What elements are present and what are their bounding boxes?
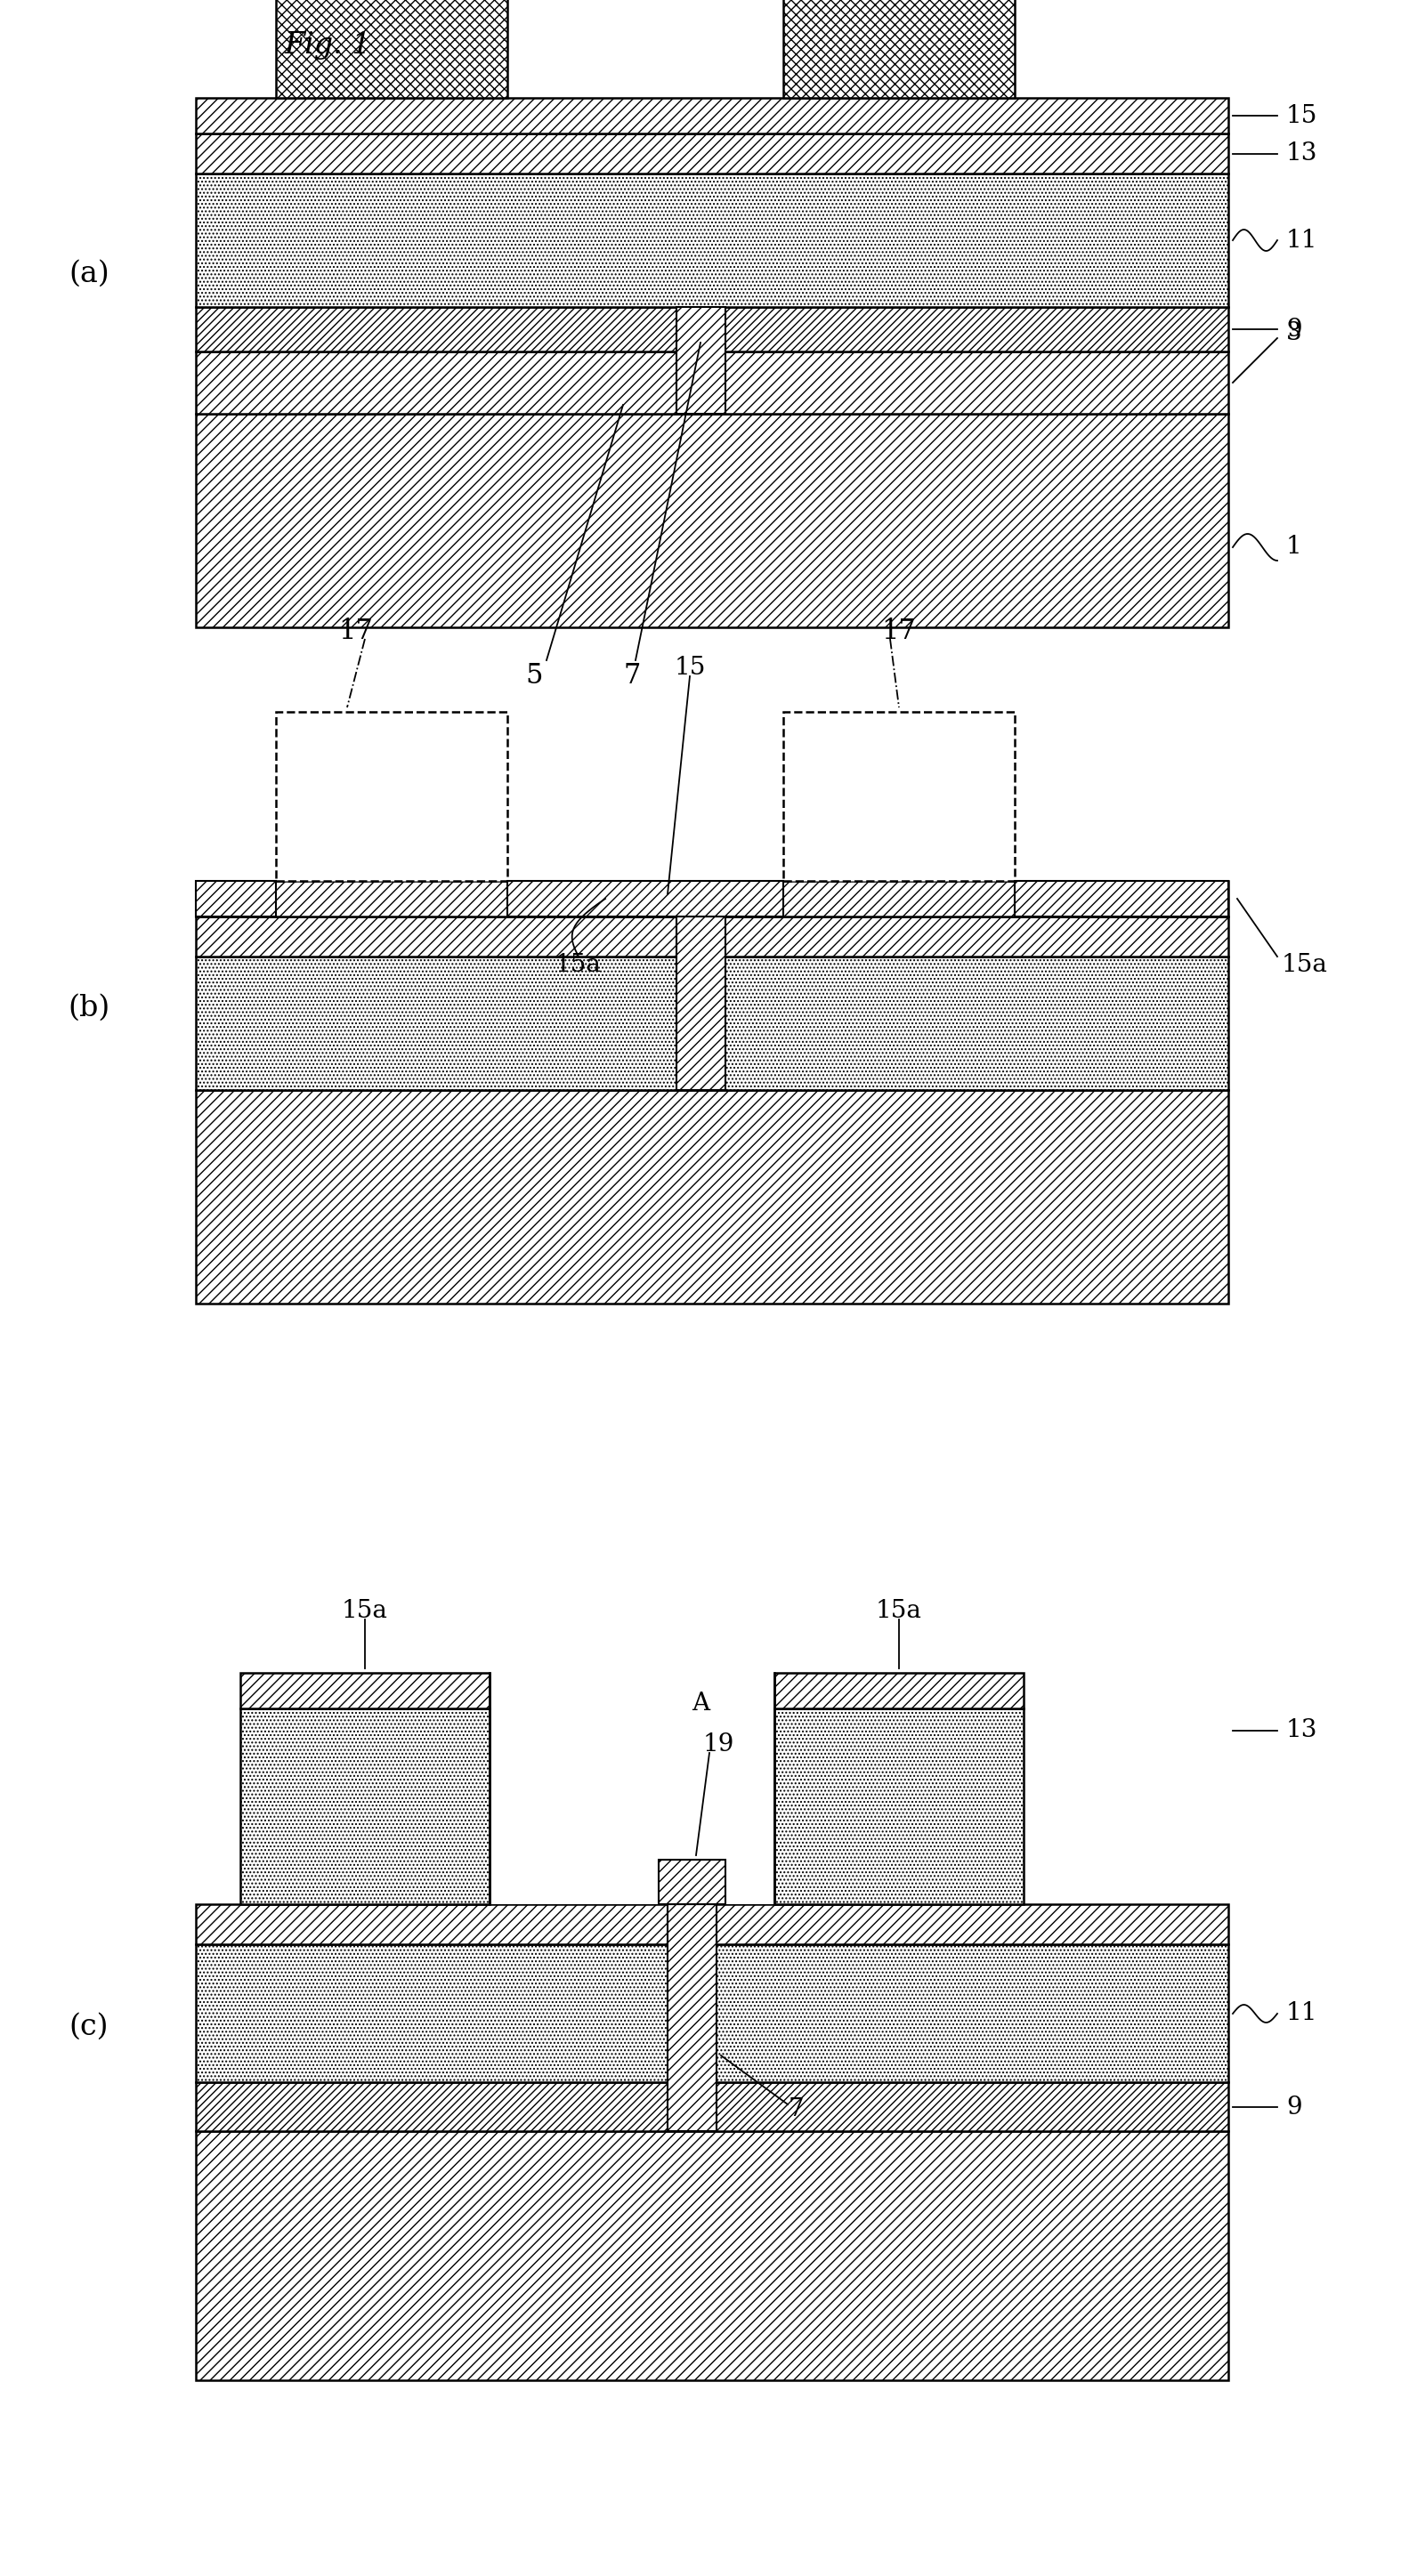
Text: 3: 3 <box>1286 322 1302 345</box>
Text: Fig. 1: Fig. 1 <box>285 31 372 59</box>
Text: A: A <box>692 1692 710 1716</box>
Bar <box>1014 881 1229 917</box>
Bar <box>276 711 507 881</box>
Bar <box>196 2130 1229 2380</box>
Text: 13: 13 <box>1286 142 1317 165</box>
Bar <box>196 2081 1229 2130</box>
Text: (b): (b) <box>68 994 110 1023</box>
Bar <box>196 881 276 917</box>
Text: 15a: 15a <box>876 1600 921 1623</box>
Bar <box>783 711 1014 881</box>
Text: (a): (a) <box>69 260 110 289</box>
Text: 9: 9 <box>1286 2094 1302 2120</box>
Bar <box>489 1672 775 1904</box>
Bar <box>241 1708 489 1904</box>
Bar <box>196 1945 1229 2081</box>
Bar <box>196 173 1229 307</box>
Text: 15a: 15a <box>1282 953 1327 976</box>
Text: 15a: 15a <box>555 953 602 976</box>
Bar <box>196 307 1229 350</box>
Bar <box>196 956 1229 1090</box>
Bar <box>196 1090 1229 1303</box>
Bar <box>196 881 1229 917</box>
Bar <box>196 98 1229 134</box>
Text: 11: 11 <box>1286 2002 1317 2025</box>
Bar <box>276 0 507 98</box>
Text: 9: 9 <box>1286 317 1302 340</box>
Bar <box>775 1708 1023 1904</box>
Bar <box>196 134 1229 173</box>
Bar <box>775 1672 1023 1708</box>
Text: 5: 5 <box>526 662 542 690</box>
Text: 15: 15 <box>1286 103 1317 129</box>
Text: 1: 1 <box>1286 536 1302 559</box>
Bar <box>668 1904 717 2130</box>
Bar <box>676 917 726 1090</box>
Bar <box>196 1904 1229 1945</box>
Bar <box>658 1860 726 1904</box>
Bar <box>507 881 783 917</box>
Text: 7: 7 <box>623 662 641 690</box>
Text: 13: 13 <box>1286 1718 1317 1744</box>
Bar <box>241 1672 489 1708</box>
Bar <box>196 350 1229 415</box>
Text: 17: 17 <box>338 618 373 647</box>
Text: 17: 17 <box>882 618 916 647</box>
Bar <box>196 917 1229 956</box>
Text: 11: 11 <box>1286 229 1317 252</box>
Text: 15a: 15a <box>342 1600 387 1623</box>
Text: 15: 15 <box>674 654 706 680</box>
Bar <box>196 415 1229 629</box>
Text: 19: 19 <box>703 1731 734 1757</box>
Bar <box>783 0 1014 98</box>
Bar <box>676 307 726 415</box>
Text: (c): (c) <box>69 2012 108 2040</box>
Text: 7: 7 <box>789 2097 805 2120</box>
